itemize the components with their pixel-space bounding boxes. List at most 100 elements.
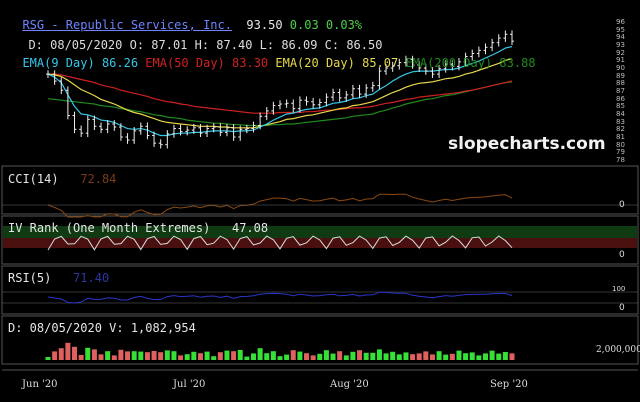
volume-bar bbox=[118, 349, 124, 360]
volume-bar bbox=[257, 348, 263, 360]
watermark: slopecharts.com bbox=[448, 134, 606, 154]
volume-bar bbox=[390, 351, 396, 360]
volume-bar bbox=[151, 351, 157, 360]
x-label-jul: Jul '20 bbox=[173, 379, 206, 390]
volume-bar bbox=[496, 353, 502, 360]
volume-bar bbox=[489, 350, 495, 360]
volume-bar bbox=[144, 352, 150, 360]
price-change: 0.03 0.03% bbox=[289, 18, 363, 32]
x-label-jun: Jun '20 bbox=[22, 379, 58, 390]
volume-bar bbox=[317, 353, 323, 360]
ema9-line bbox=[47, 45, 513, 137]
volume-bar bbox=[297, 351, 303, 360]
volume-bar bbox=[217, 352, 223, 360]
volume-bar bbox=[58, 348, 64, 360]
ema20-line bbox=[47, 58, 513, 129]
ohlc-readout: D: 08/05/2020 O: 87.01 H: 87.40 L: 86.09… bbox=[14, 24, 382, 52]
volume-bar bbox=[284, 354, 290, 360]
volume-bar bbox=[277, 356, 283, 360]
volume-bar bbox=[65, 342, 71, 360]
volume-bar bbox=[376, 349, 382, 360]
price-tick: 96 bbox=[616, 18, 625, 26]
volume-bar bbox=[197, 353, 203, 360]
volume-bar bbox=[396, 354, 402, 360]
volume-bar bbox=[304, 353, 310, 360]
iv-zero-tick: 0 bbox=[619, 250, 625, 260]
price-tick: 81 bbox=[616, 133, 625, 141]
volume-bar bbox=[343, 355, 349, 360]
volume-bar bbox=[370, 352, 376, 360]
volume-bar bbox=[98, 354, 104, 360]
volume-bar bbox=[403, 352, 409, 360]
symbol-title-link[interactable]: RSG - Republic Services, Inc. bbox=[22, 18, 232, 32]
iv-lower-band bbox=[3, 226, 637, 238]
volume-bar bbox=[410, 354, 416, 360]
ohlc-text: D: 08/05/2020 O: 87.01 H: 87.40 L: 86.09… bbox=[28, 38, 383, 52]
volume-bar bbox=[78, 355, 84, 360]
ema50-legend: EMA(50 Day) 83.30 bbox=[145, 56, 269, 70]
volume-bar bbox=[224, 350, 230, 360]
volume-bar bbox=[509, 353, 515, 360]
volume-bar bbox=[244, 356, 250, 360]
volume-bar bbox=[158, 352, 164, 360]
volume-bar bbox=[178, 355, 184, 360]
volume-tick: 2,000,000 bbox=[596, 345, 640, 355]
rsi-line bbox=[47, 291, 513, 304]
volume-bar bbox=[125, 351, 131, 360]
cci-panel-border bbox=[1, 165, 639, 215]
volume-bar bbox=[164, 350, 170, 360]
cci-line bbox=[47, 193, 513, 218]
volume-panel-border bbox=[1, 315, 639, 365]
volume-bar bbox=[91, 349, 97, 360]
volume-bar bbox=[290, 350, 296, 360]
volume-bar bbox=[111, 355, 117, 360]
iv-line bbox=[47, 235, 513, 251]
volume-bar bbox=[310, 355, 316, 360]
volume-bar bbox=[436, 351, 442, 360]
price-tick: 95 bbox=[616, 25, 625, 34]
price-tick: 93 bbox=[616, 41, 625, 49]
volume-bar bbox=[204, 351, 210, 360]
volume-bar bbox=[131, 351, 137, 360]
volume-bar bbox=[191, 351, 197, 360]
chart-header: RSG - Republic Services, Inc. 93.50 0.03… bbox=[8, 4, 362, 32]
volume-bar bbox=[52, 351, 58, 360]
rsi-panel-label: RSI(5) 71.40 bbox=[8, 271, 110, 285]
rsi-100-tick: 100 bbox=[612, 285, 626, 293]
volume-bar bbox=[323, 350, 329, 360]
price-tick: 79 bbox=[616, 148, 625, 157]
ema200-legend: EMA(200 Day) 83.88 bbox=[405, 56, 536, 70]
rsi-zero-tick: 0 bbox=[619, 303, 625, 313]
volume-bar bbox=[416, 353, 422, 360]
volume-bar bbox=[211, 356, 217, 360]
volume-panel-label: D: 08/05/2020 V: 1,082,954 bbox=[8, 321, 196, 335]
ema20-legend: EMA(20 Day) 85.07 bbox=[275, 56, 399, 70]
volume-bar bbox=[449, 353, 455, 360]
volume-bar bbox=[171, 351, 177, 360]
iv-upper-band bbox=[3, 238, 637, 248]
volume-bar bbox=[105, 351, 111, 360]
volume-bar bbox=[337, 351, 343, 360]
volume-bar bbox=[469, 352, 475, 360]
volume-bar bbox=[184, 354, 190, 360]
x-label-sep: Sep '20 bbox=[490, 379, 528, 390]
cci-zero-tick: 0 bbox=[619, 200, 625, 210]
volume-bar bbox=[357, 350, 363, 360]
volume-bar bbox=[85, 347, 91, 360]
price-tick: 78 bbox=[616, 156, 625, 164]
volume-bar bbox=[350, 351, 356, 360]
price-tick: 89 bbox=[616, 71, 625, 80]
price-tick: 85 bbox=[616, 102, 625, 111]
ema-legend: EMA(9 Day) 86.26 EMA(50 Day) 83.30 EMA(2… bbox=[8, 42, 536, 70]
volume-bar bbox=[476, 355, 482, 360]
price-tick: 82 bbox=[616, 125, 625, 134]
ema50-line bbox=[48, 73, 513, 114]
price-tick: 92 bbox=[616, 48, 625, 57]
price-tick: 90 bbox=[616, 64, 625, 72]
volume-bar bbox=[45, 357, 51, 360]
iv-panel-label: IV Rank (One Month Extremes) 47.08 bbox=[8, 221, 269, 235]
volume-bar bbox=[231, 351, 237, 360]
price-tick: 91 bbox=[616, 56, 625, 65]
cci-panel-label: CCI(14) 72.84 bbox=[8, 172, 117, 186]
price-tick: 88 bbox=[616, 79, 625, 88]
